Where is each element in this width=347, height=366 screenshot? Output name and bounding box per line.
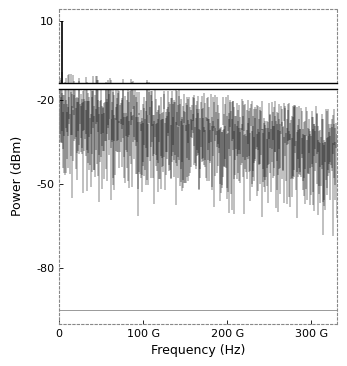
X-axis label: Frequency (Hz): Frequency (Hz) [151,344,245,357]
Text: Power (dBm): Power (dBm) [11,135,24,216]
